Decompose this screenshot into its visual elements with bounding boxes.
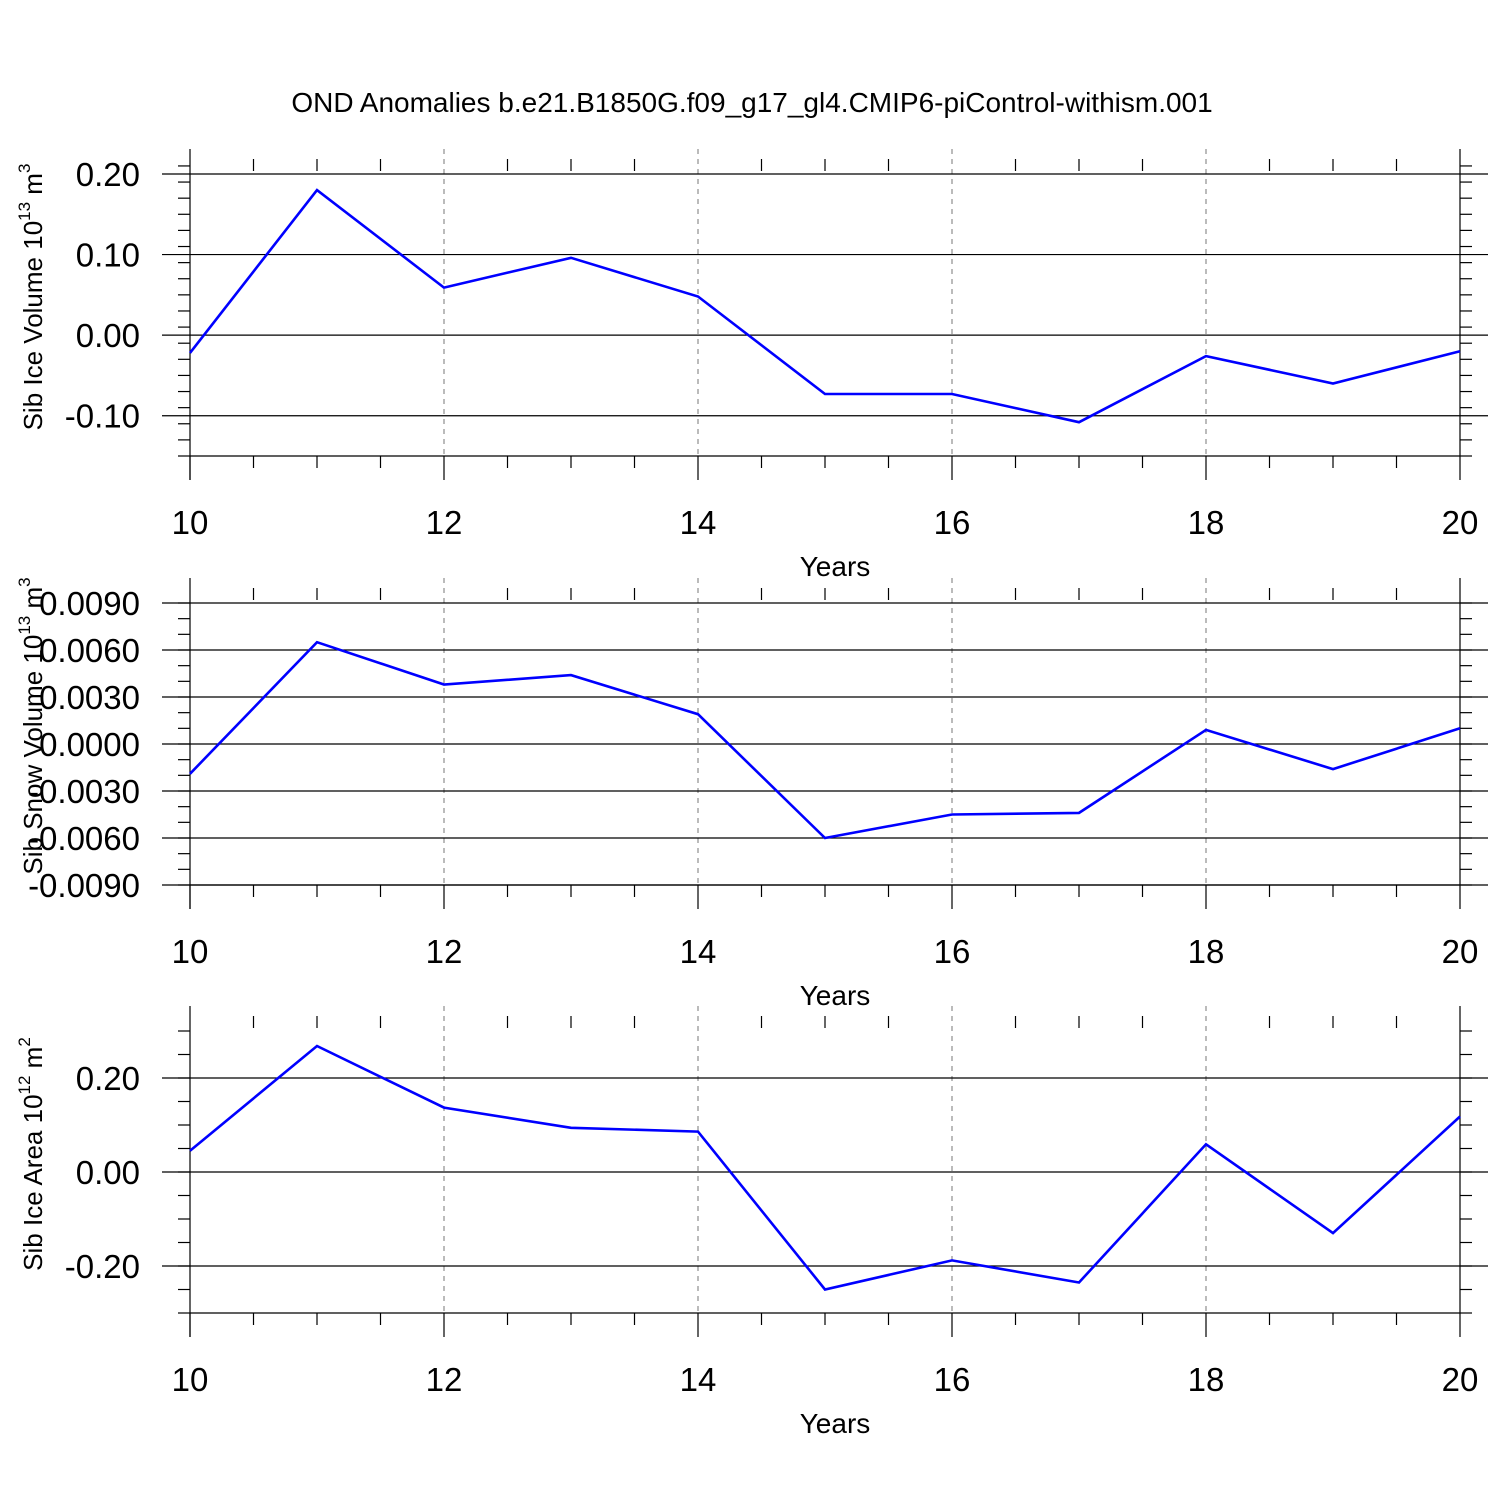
y-tick-label: 0.10 bbox=[76, 237, 140, 274]
y-tick-label: -0.20 bbox=[65, 1248, 140, 1285]
y-tick-label: 0.0090 bbox=[39, 585, 140, 622]
y-axis-label: Sib Snow Volume 1013 m3 bbox=[15, 577, 48, 874]
x-tick-label: 20 bbox=[1442, 504, 1479, 541]
x-tick-label: 16 bbox=[934, 1361, 971, 1398]
y-axis-label: Sib Ice Area 1012 m2 bbox=[15, 1037, 48, 1271]
x-tick-label: 16 bbox=[934, 933, 971, 970]
x-tick-label: 12 bbox=[426, 1361, 463, 1398]
x-axis-label: Years bbox=[800, 1408, 871, 1439]
y-tick-label: 0.00 bbox=[76, 1154, 140, 1191]
panel-3: -0.20 0.00 0.20 10 12 14 16 18 20 Years Sib Ice Ar… bbox=[15, 1006, 1488, 1439]
x-axis-label: Years bbox=[800, 551, 871, 582]
x-tick-label: 12 bbox=[426, 933, 463, 970]
y-tick-label: 0.00 bbox=[76, 317, 140, 354]
x-tick-label: 16 bbox=[934, 504, 971, 541]
chart-title: OND Anomalies b.e21.B1850G.f09_g17_gl4.C… bbox=[291, 87, 1212, 118]
x-tick-label: 10 bbox=[172, 933, 209, 970]
panel-1: -0.10 0.00 0.10 0.20 10 12 14 16 18 20 Years Sib Ic… bbox=[15, 149, 1488, 582]
x-tick-label: 20 bbox=[1442, 933, 1479, 970]
x-tick-label: 14 bbox=[680, 504, 717, 541]
series-line-1 bbox=[189, 640, 1461, 840]
y-tick-label: -0.0090 bbox=[28, 867, 140, 904]
x-tick-label: 20 bbox=[1442, 1361, 1479, 1398]
y-tick-label: 0.0030 bbox=[39, 679, 140, 716]
x-tick-label: 14 bbox=[680, 1361, 717, 1398]
y-tick-label: 0.20 bbox=[76, 156, 140, 193]
x-tick-label: 12 bbox=[426, 504, 463, 541]
x-tick-label: 18 bbox=[1188, 1361, 1225, 1398]
y-tick-label: 0.0000 bbox=[39, 726, 140, 763]
series-line-1 bbox=[189, 1044, 1461, 1291]
y-tick-label: 0.0060 bbox=[39, 632, 140, 669]
series-line-1 bbox=[188, 188, 1461, 424]
x-tick-label: 10 bbox=[172, 504, 209, 541]
x-tick-label: 10 bbox=[172, 1361, 209, 1398]
y-tick-label: -0.0060 bbox=[28, 820, 140, 857]
y-tick-label: 0.20 bbox=[76, 1060, 140, 1097]
x-tick-label: 18 bbox=[1188, 933, 1225, 970]
y-axis-label: Sib Ice Volume 1013 m3 bbox=[15, 164, 48, 431]
x-axis-label: Years bbox=[800, 980, 871, 1011]
x-tick-label: 18 bbox=[1188, 504, 1225, 541]
x-tick-label: 14 bbox=[680, 933, 717, 970]
y-tick-label: -0.0030 bbox=[28, 773, 140, 810]
y-tick-label: -0.10 bbox=[65, 398, 140, 435]
panel-2: -0.0090 -0.0060 -0.0030 0.0000 0.0030 0.0060 0… bbox=[15, 577, 1488, 1011]
